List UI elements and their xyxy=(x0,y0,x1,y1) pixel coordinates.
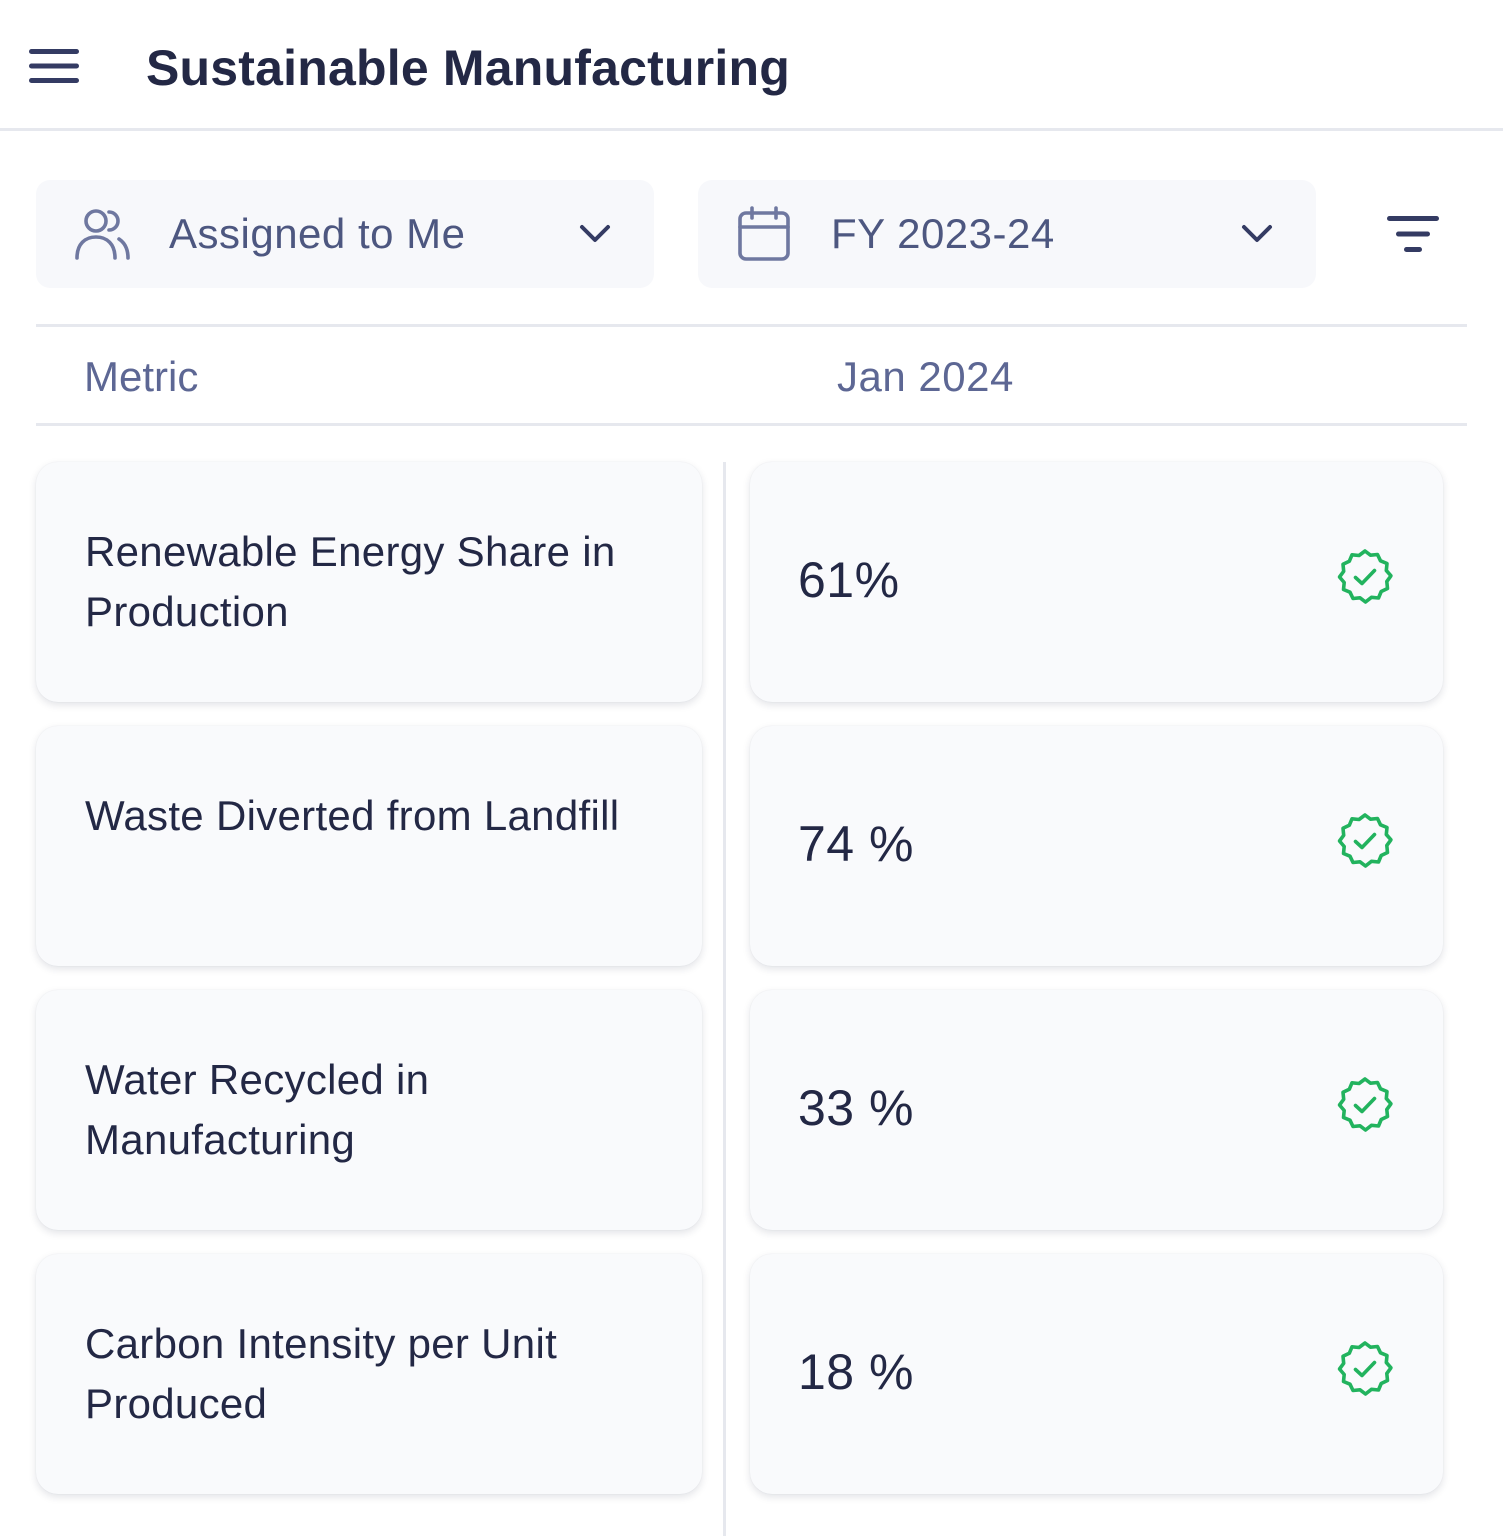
column-header-metric: Metric xyxy=(84,353,199,400)
verified-badge-icon xyxy=(1337,813,1393,868)
users-icon xyxy=(75,209,130,260)
menu-button[interactable] xyxy=(22,38,86,94)
metric-card: Carbon Intensity per Unit Produced xyxy=(36,1254,702,1494)
assignee-filter-label: Assigned to Me xyxy=(169,210,466,257)
metric-value: 61% xyxy=(798,552,900,608)
period-filter-label: FY 2023-24 xyxy=(831,210,1055,257)
value-card[interactable]: 18 % xyxy=(750,1254,1443,1494)
verified-badge-icon xyxy=(1337,1341,1393,1396)
app-header: Sustainable Manufacturing xyxy=(0,0,1503,131)
assignee-filter-dropdown[interactable]: Assigned to Me xyxy=(36,180,654,288)
metric-name: Renewable Energy Share in Production xyxy=(85,528,616,635)
hamburger-menu-icon xyxy=(29,49,79,83)
column-header-month: Jan 2024 xyxy=(837,353,1014,400)
chevron-down-icon xyxy=(1242,225,1272,242)
verified-badge-icon xyxy=(1337,1077,1393,1132)
metric-value: 18 % xyxy=(798,1344,914,1400)
value-card[interactable]: 74 % xyxy=(750,726,1443,966)
column-divider xyxy=(723,462,726,1536)
metric-card: Water Recycled in Manufacturing xyxy=(36,990,702,1230)
metric-name: Waste Diverted from Landfill xyxy=(85,792,620,839)
calendar-icon xyxy=(738,206,790,261)
metric-value: 33 % xyxy=(798,1080,914,1136)
period-filter-dropdown[interactable]: FY 2023-24 xyxy=(698,180,1316,288)
value-card[interactable]: 61% xyxy=(750,462,1443,702)
filter-lines-icon xyxy=(1387,216,1439,252)
filter-options-button[interactable] xyxy=(1380,206,1446,262)
metric-card: Renewable Energy Share in Production xyxy=(36,462,702,702)
chevron-down-icon xyxy=(580,225,610,242)
page-title: Sustainable Manufacturing xyxy=(146,40,790,96)
metric-name: Carbon Intensity per Unit Produced xyxy=(85,1320,558,1427)
value-card[interactable]: 33 % xyxy=(750,990,1443,1230)
table-column-header: Metric Jan 2024 xyxy=(36,324,1467,426)
metric-card: Waste Diverted from Landfill xyxy=(36,726,702,966)
metric-value: 74 % xyxy=(798,816,914,872)
metric-name: Water Recycled in Manufacturing xyxy=(85,1056,430,1163)
verified-badge-icon xyxy=(1337,549,1393,604)
